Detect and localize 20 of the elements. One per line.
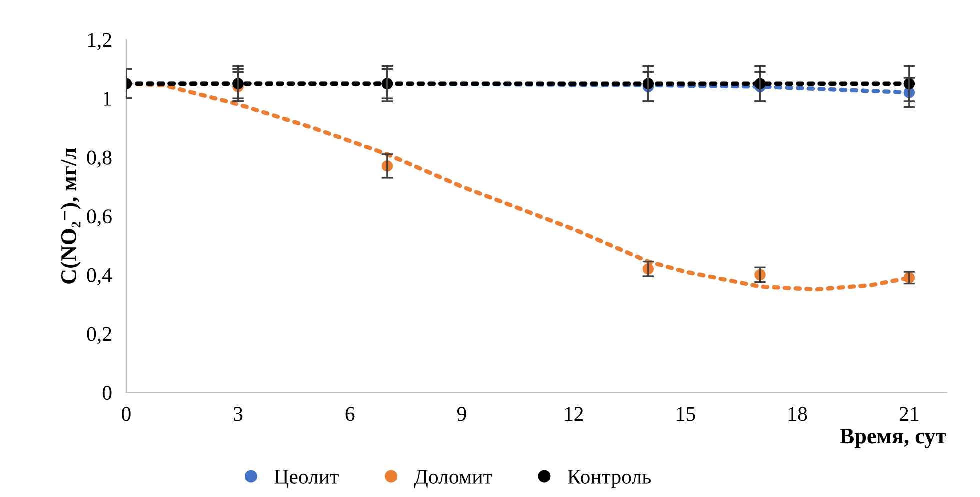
x-tick-label: 21 [900,407,919,421]
x-tick-label: 6 [346,407,355,422]
x-axis-title: Время, сут [840,428,946,448]
legend-label: Цеолит [274,470,339,488]
y-tick-label: 1 [104,92,112,106]
x-tick-label: 9 [457,407,466,422]
legend-label: Контроль [568,470,651,488]
x-tick-label: 18 [788,407,808,422]
y-tick-label: 0,4 [87,268,112,286]
y-tick-label: 0 [102,386,112,400]
x-tick-label: 12 [565,407,584,421]
x-tick-label: 3 [234,407,243,422]
y-tick-label: 1,2 [88,33,112,50]
x-tick-label: 0 [122,407,131,422]
x-tick-label: 15 [677,407,696,422]
y-tick-label: 0,6 [87,210,112,227]
y-axis-title: C(NO₂⁻), мг/л [60,148,81,284]
legend-label: Доломит [414,470,492,488]
y-tick-label: 0,2 [87,327,112,344]
y-tick-label: 0,8 [87,150,112,168]
